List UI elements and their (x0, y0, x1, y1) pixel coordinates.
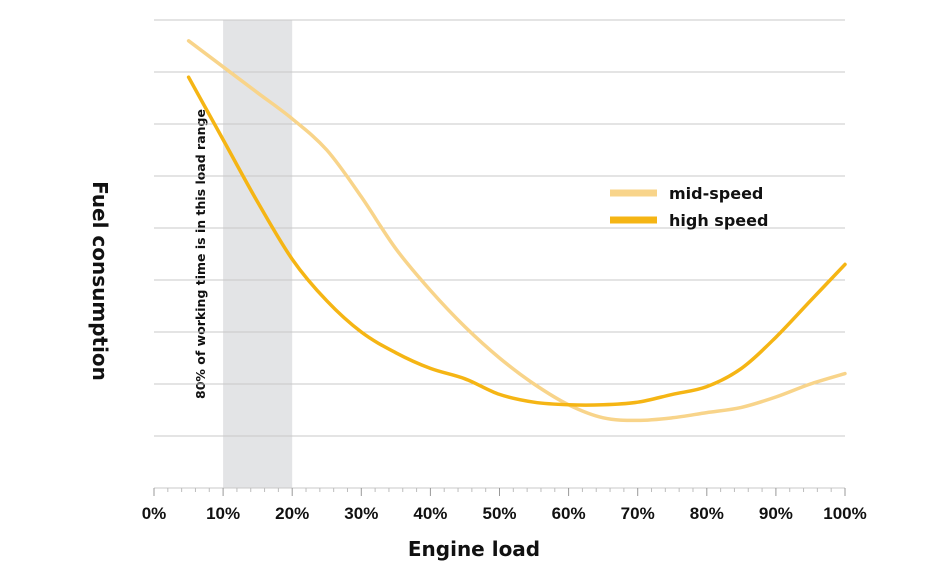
x-tick-label: 30% (344, 504, 378, 523)
x-tick-label: 0% (142, 504, 167, 523)
x-tick-label: 60% (552, 504, 586, 523)
x-tick-label: 50% (482, 504, 516, 523)
legend-label-high-speed: high speed (669, 211, 768, 230)
y-axis-title: Fuel consumption (88, 181, 112, 381)
x-tick-label: 80% (690, 504, 724, 523)
highlight-band-label: 80% of working time is in this load rang… (193, 109, 208, 399)
series-line-mid-speed (186, 39, 847, 423)
x-tick-label: 90% (759, 504, 793, 523)
x-tick-label: 70% (621, 504, 655, 523)
x-tick-label: 40% (413, 504, 447, 523)
series-line-high-speed (186, 75, 847, 407)
x-tick-label: 100% (823, 504, 866, 523)
x-tick-label: 20% (275, 504, 309, 523)
legend-label-mid-speed: mid-speed (669, 184, 763, 203)
highlight-band (223, 20, 293, 488)
x-tick-label: 10% (206, 504, 240, 523)
x-axis-title: Engine load (408, 537, 540, 561)
